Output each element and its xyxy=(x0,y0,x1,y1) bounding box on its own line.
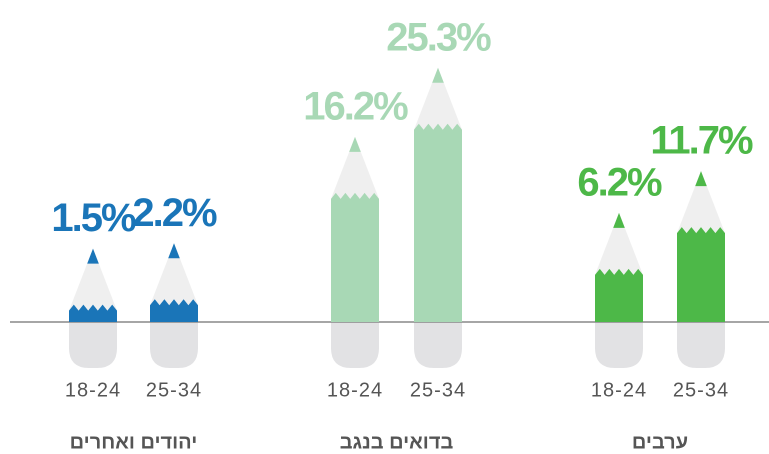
pencil-wood xyxy=(595,212,643,275)
pencil-wood xyxy=(69,248,117,311)
pencil-eraser xyxy=(414,322,462,368)
x-tick-label: 18-24 xyxy=(591,379,647,401)
pencil-wood xyxy=(414,67,462,130)
bar xyxy=(595,268,643,322)
value-label: 2.2% xyxy=(132,191,217,235)
pencil-wood xyxy=(331,136,379,199)
group-label: ערבים xyxy=(632,431,688,453)
pencil-wood xyxy=(150,243,198,306)
pencil-eraser xyxy=(331,322,379,368)
pencil-eraser xyxy=(150,322,198,368)
bar xyxy=(150,299,198,322)
pencil-eraser xyxy=(69,322,117,368)
group-label: בדואים בנגב xyxy=(340,431,454,453)
pencil-eraser xyxy=(595,322,643,368)
pencil-tip xyxy=(695,171,707,187)
pencil-tip xyxy=(613,212,625,228)
x-tick-label: 25-34 xyxy=(410,379,466,401)
bar xyxy=(414,123,462,322)
pencil-tip xyxy=(87,248,99,264)
pencil-tip xyxy=(349,136,361,152)
x-tick-label: 18-24 xyxy=(327,379,383,401)
pencil-tip xyxy=(168,243,180,259)
value-label: 6.2% xyxy=(577,160,662,204)
group-label: יהודים ואחרים xyxy=(70,431,198,453)
value-label: 11.7% xyxy=(650,119,753,163)
x-tick-label: 18-24 xyxy=(65,379,121,401)
pencil-wood xyxy=(677,171,725,234)
value-label: 25.3% xyxy=(386,15,491,59)
bar xyxy=(331,192,379,322)
value-label: 1.5% xyxy=(51,196,136,240)
pencil-tip xyxy=(432,67,444,83)
x-tick-label: 25-34 xyxy=(673,379,729,401)
bar xyxy=(69,304,117,322)
x-tick-label: 25-34 xyxy=(146,379,202,401)
bar xyxy=(677,227,725,322)
pencil-eraser xyxy=(677,322,725,368)
value-label: 16.2% xyxy=(303,84,408,128)
